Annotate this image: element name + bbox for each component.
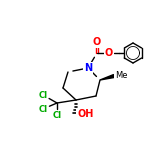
Text: Cl: Cl bbox=[38, 105, 48, 114]
Text: Cl: Cl bbox=[52, 112, 62, 121]
Text: O: O bbox=[105, 48, 113, 58]
Text: Cl: Cl bbox=[38, 90, 48, 100]
Text: O: O bbox=[93, 37, 101, 47]
Polygon shape bbox=[100, 75, 114, 80]
Text: Me: Me bbox=[115, 71, 128, 81]
Text: OH: OH bbox=[77, 109, 93, 119]
Text: N: N bbox=[84, 63, 92, 73]
